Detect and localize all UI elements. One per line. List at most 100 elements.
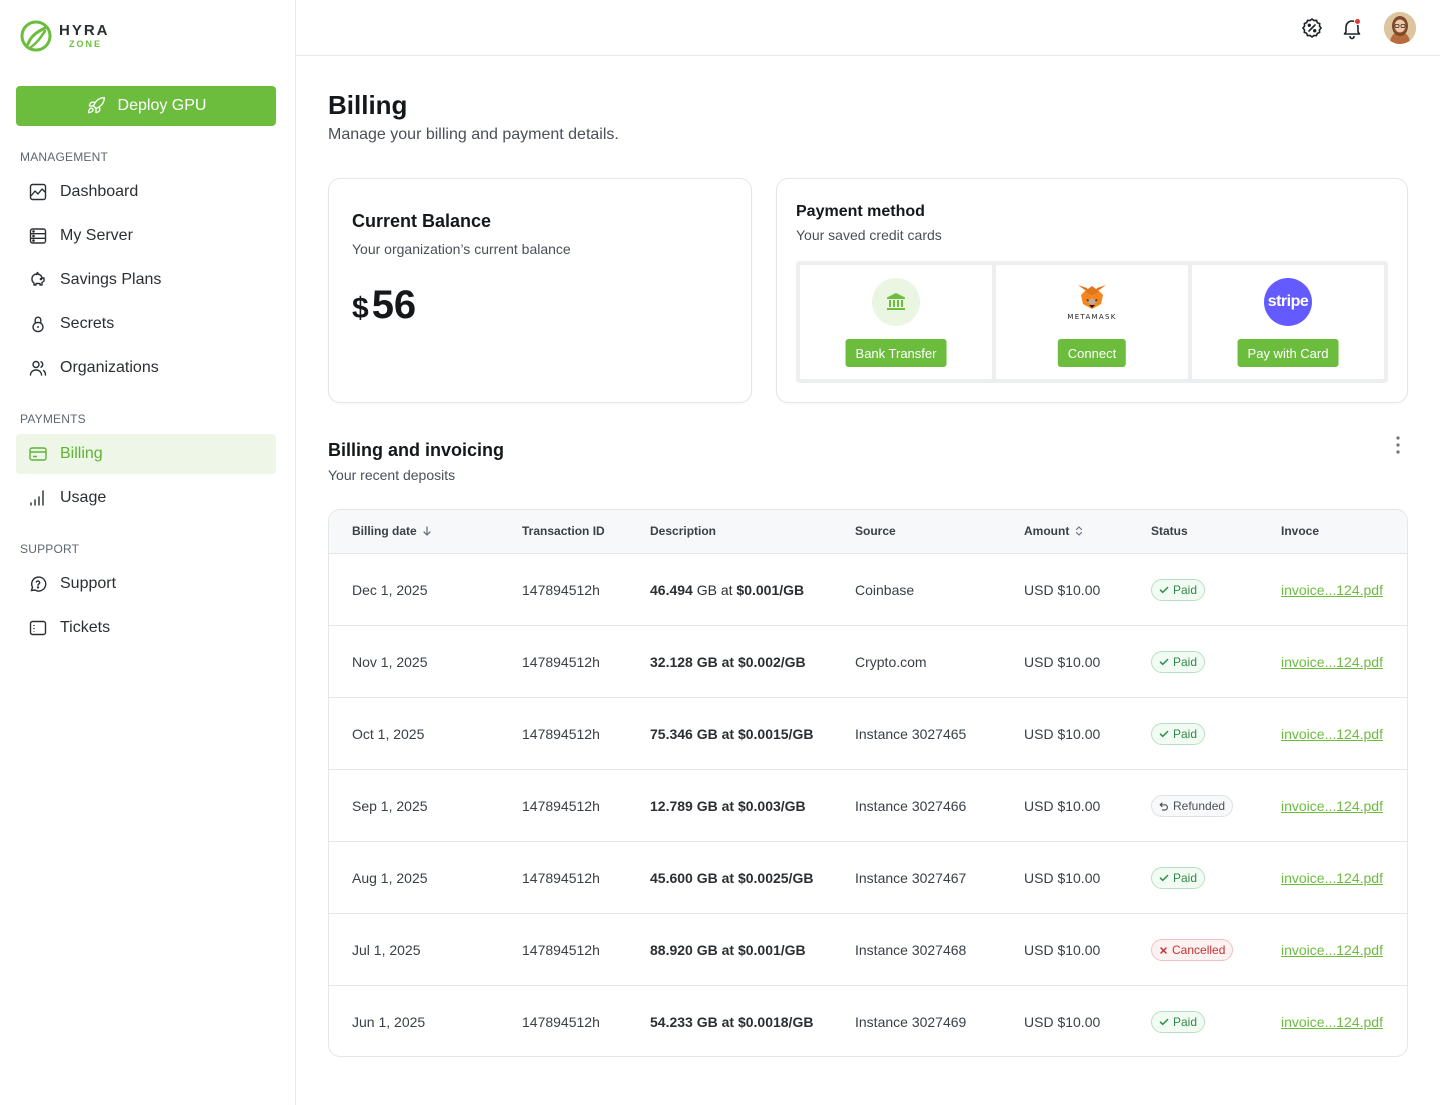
invoice-link[interactable]: invoice...124.pdf xyxy=(1281,942,1383,958)
rocket-icon xyxy=(87,96,105,114)
column-status: Status xyxy=(1151,524,1188,538)
sort-both-icon xyxy=(1076,526,1083,536)
table-row: Jul 1, 2025 147894512h 88.920 GB at $0.001… xyxy=(329,914,1407,986)
source: Instance 3027468 xyxy=(855,942,967,958)
status-badge: Refunded xyxy=(1151,795,1234,817)
user-avatar-icon xyxy=(1384,12,1416,44)
column-transaction-id: Transaction ID xyxy=(522,524,605,538)
help-circle-icon xyxy=(30,576,47,592)
current-balance-card: Current Balance Your organization’s curr… xyxy=(328,178,752,403)
amount: USD $10.00 xyxy=(1024,726,1101,742)
transaction-id: 147894512h xyxy=(522,582,600,598)
column-label: Description xyxy=(650,524,717,538)
bell-icon[interactable] xyxy=(1340,16,1364,40)
brand-name: HYRA xyxy=(59,22,110,39)
billing-date: Sep 1, 2025 xyxy=(352,798,428,814)
logo-icon xyxy=(20,20,52,52)
column-label: Invoce xyxy=(1281,524,1320,538)
sidebar-item-my-server[interactable]: My Server xyxy=(16,216,276,256)
description: 32.128 GB at $0.002/GB xyxy=(650,654,806,670)
sort-down-icon xyxy=(423,526,431,536)
undo-icon xyxy=(1159,802,1168,811)
status-badge: Cancelled xyxy=(1151,939,1234,961)
check-icon xyxy=(1159,658,1169,666)
deploy-gpu-label: Deploy GPU xyxy=(117,97,207,114)
x-icon xyxy=(1160,946,1167,954)
column-label: Status xyxy=(1151,524,1188,538)
invoice-link[interactable]: invoice...124.pdf xyxy=(1281,582,1383,598)
sidebar-item-support[interactable]: Support xyxy=(16,564,276,604)
sidebar-item-organizations[interactable]: Organizations xyxy=(16,348,276,388)
discount-icon[interactable] xyxy=(1300,16,1324,40)
lock-icon xyxy=(32,316,44,333)
description-price: $0.0025/GB xyxy=(737,870,814,886)
invoice-link[interactable]: invoice...124.pdf xyxy=(1281,1014,1383,1030)
server-icon xyxy=(29,228,47,244)
bank-transfer-button[interactable]: Bank Transfer xyxy=(845,339,947,367)
source: Coinbase xyxy=(855,582,915,598)
sidebar-item-secrets[interactable]: Secrets xyxy=(16,304,276,344)
invoice-link[interactable]: invoice...124.pdf xyxy=(1281,726,1383,742)
amount: USD $10.00 xyxy=(1024,654,1101,670)
description: 12.789 GB at $0.003/GB xyxy=(650,798,806,814)
column-amount[interactable]: Amount xyxy=(1024,524,1085,538)
column-label: Transaction ID xyxy=(522,524,605,538)
column-label: Source xyxy=(855,524,896,538)
sidebar-item-savings-plans[interactable]: Savings Plans xyxy=(16,260,276,300)
invoice-link[interactable]: invoice...124.pdf xyxy=(1281,654,1383,670)
table-row: Oct 1, 2025 147894512h 75.346 GB at $0.001… xyxy=(329,698,1407,770)
payment-option-stripe: stripe Pay with Card xyxy=(1192,265,1384,379)
section-label-management: MANAGEMENT xyxy=(20,150,109,164)
table-row: Nov 1, 2025 147894512h 32.128 GB at $0.002… xyxy=(329,626,1407,698)
table-row: Sep 1, 2025 147894512h 12.789 GB at $0.003… xyxy=(329,770,1407,842)
status-label: Refunded xyxy=(1173,799,1226,813)
column-label: Billing date xyxy=(352,524,417,538)
sidebar-item-billing[interactable]: Billing xyxy=(16,434,276,474)
description: 45.600 GB at $0.0025/GB xyxy=(650,870,813,886)
deploy-gpu-button[interactable]: Deploy GPU xyxy=(16,86,276,126)
more-options-icon[interactable] xyxy=(1388,434,1408,456)
sidebar-item-label: My Server xyxy=(60,227,133,244)
status-label: Paid xyxy=(1173,655,1198,669)
transaction-id: 147894512h xyxy=(522,726,600,742)
billing-date: Aug 1, 2025 xyxy=(352,870,428,886)
logo[interactable]: HYRA ZONE xyxy=(19,19,110,53)
invoice-link[interactable]: invoice...124.pdf xyxy=(1281,798,1383,814)
column-invoice: Invoce xyxy=(1281,524,1319,538)
sidebar-item-usage[interactable]: Usage xyxy=(16,478,276,518)
description: 75.346 GB at $0.0015/GB xyxy=(650,726,813,742)
description-unit: GB at xyxy=(692,942,738,958)
description: 88.920 GB at $0.001/GB xyxy=(650,942,806,958)
billing-date: Nov 1, 2025 xyxy=(352,654,428,670)
description: 54.233 GB at $0.0018/GB xyxy=(650,1014,813,1030)
description-gb: 32.128 xyxy=(650,654,693,670)
balance-currency: $ xyxy=(352,292,369,325)
stripe-icon: stripe xyxy=(1264,278,1312,326)
payment-option-bank: Bank Transfer xyxy=(800,265,992,379)
pay-with-card-button[interactable]: Pay with Card xyxy=(1237,339,1339,367)
status-label: Paid xyxy=(1173,871,1198,885)
description-unit: GB at xyxy=(692,870,738,886)
status-label: Paid xyxy=(1173,727,1198,741)
metamask-wordmark: METAMASK xyxy=(1067,313,1117,321)
connect-button[interactable]: Connect xyxy=(1057,339,1127,367)
balance-amount: $ 56 xyxy=(352,283,416,328)
invoice-link[interactable]: invoice...124.pdf xyxy=(1281,870,1383,886)
sidebar-item-tickets[interactable]: Tickets xyxy=(16,608,276,648)
balance-subtitle: Your organization’s current balance xyxy=(352,241,571,257)
amount: USD $10.00 xyxy=(1024,798,1101,814)
description: 46.494 GB at $0.001/GB xyxy=(650,582,804,598)
column-billing-date[interactable]: Billing date xyxy=(352,524,433,538)
source: Instance 3027466 xyxy=(855,798,967,814)
avatar[interactable] xyxy=(1384,12,1416,44)
description-gb: 45.600 xyxy=(650,870,693,886)
invoices-title: Billing and invoicing xyxy=(328,440,505,460)
transaction-id: 147894512h xyxy=(522,870,600,886)
description-unit: GB at xyxy=(692,726,738,742)
sidebar-item-dashboard[interactable]: Dashboard xyxy=(16,172,276,212)
transaction-id: 147894512h xyxy=(522,942,600,958)
sidebar-item-label: Organizations xyxy=(60,359,159,376)
page-subtitle: Manage your billing and payment details. xyxy=(328,126,619,143)
page-title: Billing xyxy=(328,90,408,120)
sidebar: HYRA ZONE Deploy GPU MANAGEMENT Dashboar… xyxy=(0,0,296,1105)
